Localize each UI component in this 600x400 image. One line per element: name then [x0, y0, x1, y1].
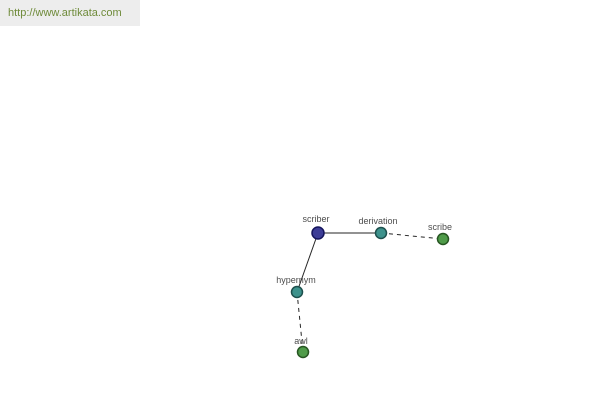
node-hypernym[interactable]: [290, 285, 304, 299]
node-awl[interactable]: [296, 345, 310, 359]
edge-scriber-hypernym: [296, 232, 319, 293]
node-scriber[interactable]: [311, 226, 325, 240]
node-label-scribe: scribe: [428, 222, 452, 232]
edge-hypernym-awl: [296, 291, 304, 353]
node-label-hypernym: hypernym: [276, 275, 316, 285]
node-label-scriber: scriber: [302, 214, 329, 224]
node-label-derivation: derivation: [358, 216, 397, 226]
node-derivation[interactable]: [374, 226, 388, 240]
node-scribe[interactable]: [436, 232, 450, 246]
edge-derivation-scribe: [380, 232, 444, 240]
node-label-awl: awl: [294, 336, 308, 346]
url-label: http://www.artikata.com: [0, 0, 140, 26]
